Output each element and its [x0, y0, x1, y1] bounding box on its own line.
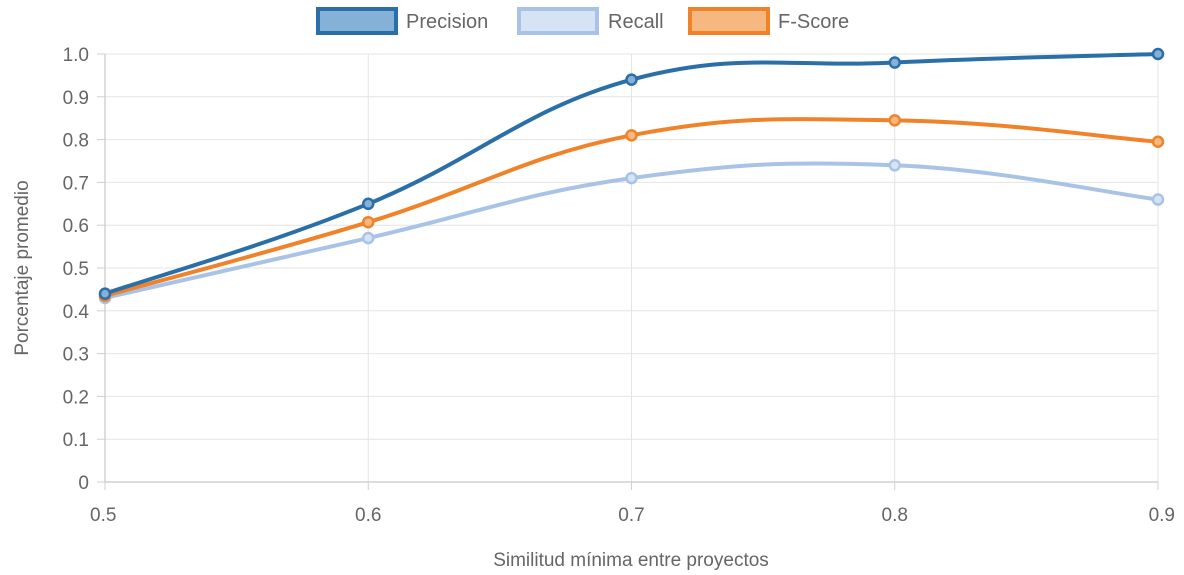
y-tick-label: 0.7 — [63, 173, 89, 194]
data-point-recall[interactable] — [625, 171, 638, 185]
x-tick-label: 0.9 — [1149, 505, 1175, 526]
legend-label-precision: Precision — [406, 11, 488, 33]
series-precision — [98, 47, 1165, 300]
data-point-recall[interactable] — [888, 159, 901, 172]
legend-swatch-precision — [316, 7, 398, 35]
y-tick-label: 0.3 — [63, 345, 89, 366]
data-point-f-score[interactable] — [888, 114, 901, 127]
y-tick-label: 0.2 — [63, 387, 89, 408]
legend: Precision Recall F-Score — [316, 7, 849, 35]
y-axis-ticks: 0 0.1 0.2 0.3 0.4 0.5 0.6 0.7 0.8 0.9 1.0 — [63, 45, 105, 494]
legend-item-f-score[interactable]: F-Score — [688, 7, 849, 35]
series-recall — [98, 159, 1165, 305]
series-f-score — [98, 114, 1165, 303]
y-tick-label: 0.9 — [63, 88, 89, 109]
y-axis-title: Porcentaje promedio — [12, 180, 33, 355]
data-point-recall[interactable] — [1151, 193, 1165, 206]
series-lines — [98, 47, 1165, 305]
legend-swatch-recall — [517, 7, 599, 35]
legend-label-f-score: F-Score — [778, 11, 849, 33]
grid-lines — [104, 53, 1159, 483]
data-point-f-score[interactable] — [362, 215, 375, 229]
data-point-recall[interactable] — [362, 231, 375, 245]
legend-item-precision[interactable]: Precision — [316, 7, 488, 35]
y-tick-label: 1.0 — [63, 45, 89, 66]
data-point-precision[interactable] — [1151, 47, 1165, 61]
data-point-precision[interactable] — [362, 197, 375, 211]
legend-label-recall: Recall — [608, 11, 664, 33]
x-tick-label: 0.8 — [882, 505, 908, 526]
x-tick-label: 0.6 — [355, 505, 381, 526]
y-tick-label: 0.5 — [63, 259, 89, 280]
y-tick-label: 0.1 — [63, 430, 89, 451]
legend-swatch-f-score — [688, 7, 770, 35]
data-point-precision[interactable] — [888, 56, 901, 69]
data-point-f-score[interactable] — [625, 129, 638, 142]
data-point-precision[interactable] — [98, 287, 112, 300]
x-axis-title: Similitud mínima entre proyectos — [493, 550, 769, 571]
data-point-f-score[interactable] — [1151, 135, 1165, 148]
legend-item-recall[interactable]: Recall — [517, 7, 664, 35]
x-tick-label: 0.7 — [618, 505, 644, 526]
y-tick-label: 0.6 — [63, 216, 89, 237]
y-tick-label: 0.4 — [63, 302, 90, 323]
y-tick-label: 0.8 — [63, 131, 89, 152]
y-tick-label: 0 — [78, 473, 89, 494]
x-tick-label: 0.5 — [90, 505, 116, 526]
data-point-precision[interactable] — [625, 73, 638, 86]
x-axis-ticks: 0.5 0.6 0.7 0.8 0.9 — [90, 482, 1175, 526]
